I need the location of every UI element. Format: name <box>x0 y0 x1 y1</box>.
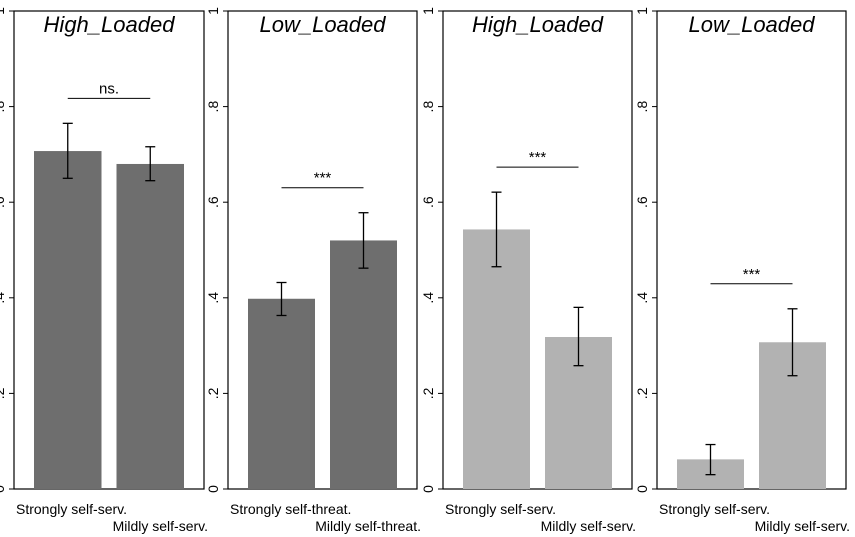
y-tick-label: .6 <box>634 196 650 208</box>
significance-label: *** <box>314 170 332 187</box>
y-tick-label: 1 <box>634 7 650 15</box>
x-category-label: Strongly self-serv. <box>16 501 127 517</box>
y-tick-label: 1 <box>0 7 7 15</box>
y-tick-label: 1 <box>205 7 221 15</box>
plot-frame <box>13 10 205 490</box>
y-tick-label: .6 <box>420 196 436 208</box>
x-category-label: Mildly self-serv. <box>755 518 850 534</box>
panel-title: High_Loaded <box>472 12 604 37</box>
bar <box>248 298 315 489</box>
y-tick-label: .2 <box>205 387 221 399</box>
plot-frame <box>442 10 633 490</box>
y-tick-label: .8 <box>634 101 650 113</box>
chart-panel-4: 0 .2 .4 .6 .8 1 *** Low_Loaded Strongly self-ser… <box>634 7 850 534</box>
bar <box>34 151 102 489</box>
y-tick-label: 0 <box>0 485 7 493</box>
y-tick-label: .8 <box>205 101 221 113</box>
y-tick-label: .2 <box>0 387 7 399</box>
significance-label: *** <box>743 266 761 283</box>
y-tick-label: .4 <box>634 292 650 304</box>
y-tick-label: .6 <box>0 196 7 208</box>
x-category-label: Mildly self-threat. <box>315 518 421 534</box>
chart-panel-2: 0 .2 .4 .6 .8 1 *** Low_Loaded Strongly self-thr… <box>205 7 421 534</box>
y-tick-label: .8 <box>420 101 436 113</box>
y-tick-label: 1 <box>420 7 436 15</box>
y-tick-label: .8 <box>0 101 7 113</box>
significance-label: ns. <box>99 80 119 97</box>
x-category-label: Strongly self-serv. <box>445 501 556 517</box>
panel-title: Low_Loaded <box>259 12 386 37</box>
y-tick-label: .6 <box>205 196 221 208</box>
x-category-label: Mildly self-serv. <box>541 518 636 534</box>
panel-title: Low_Loaded <box>688 12 815 37</box>
bar <box>463 229 530 490</box>
panel-title: High_Loaded <box>44 12 176 37</box>
y-tick-label: .4 <box>0 292 7 304</box>
y-tick-label: 0 <box>205 485 221 493</box>
bar <box>116 163 184 489</box>
x-category-label: Strongly self-serv. <box>659 501 770 517</box>
y-tick-label: 0 <box>634 485 650 493</box>
plot-frame <box>656 10 847 490</box>
significance-label: *** <box>529 149 547 166</box>
y-tick-label: .4 <box>205 292 221 304</box>
y-tick-label: 0 <box>420 485 436 493</box>
bar <box>330 240 397 489</box>
y-tick-label: .2 <box>420 387 436 399</box>
x-category-label: Mildly self-serv. <box>113 518 208 534</box>
chart-panel-1: 0 .2 .4 .6 .8 1 ns. High_Loaded Strongly self-se… <box>0 7 208 534</box>
chart-panel-3: 0 .2 .4 .6 .8 1 *** High_Loaded Strongly self-se… <box>420 7 636 534</box>
x-category-label: Strongly self-threat. <box>230 501 351 517</box>
plot-frame <box>227 10 418 490</box>
y-tick-label: .4 <box>420 292 436 304</box>
y-tick-label: .2 <box>634 387 650 399</box>
